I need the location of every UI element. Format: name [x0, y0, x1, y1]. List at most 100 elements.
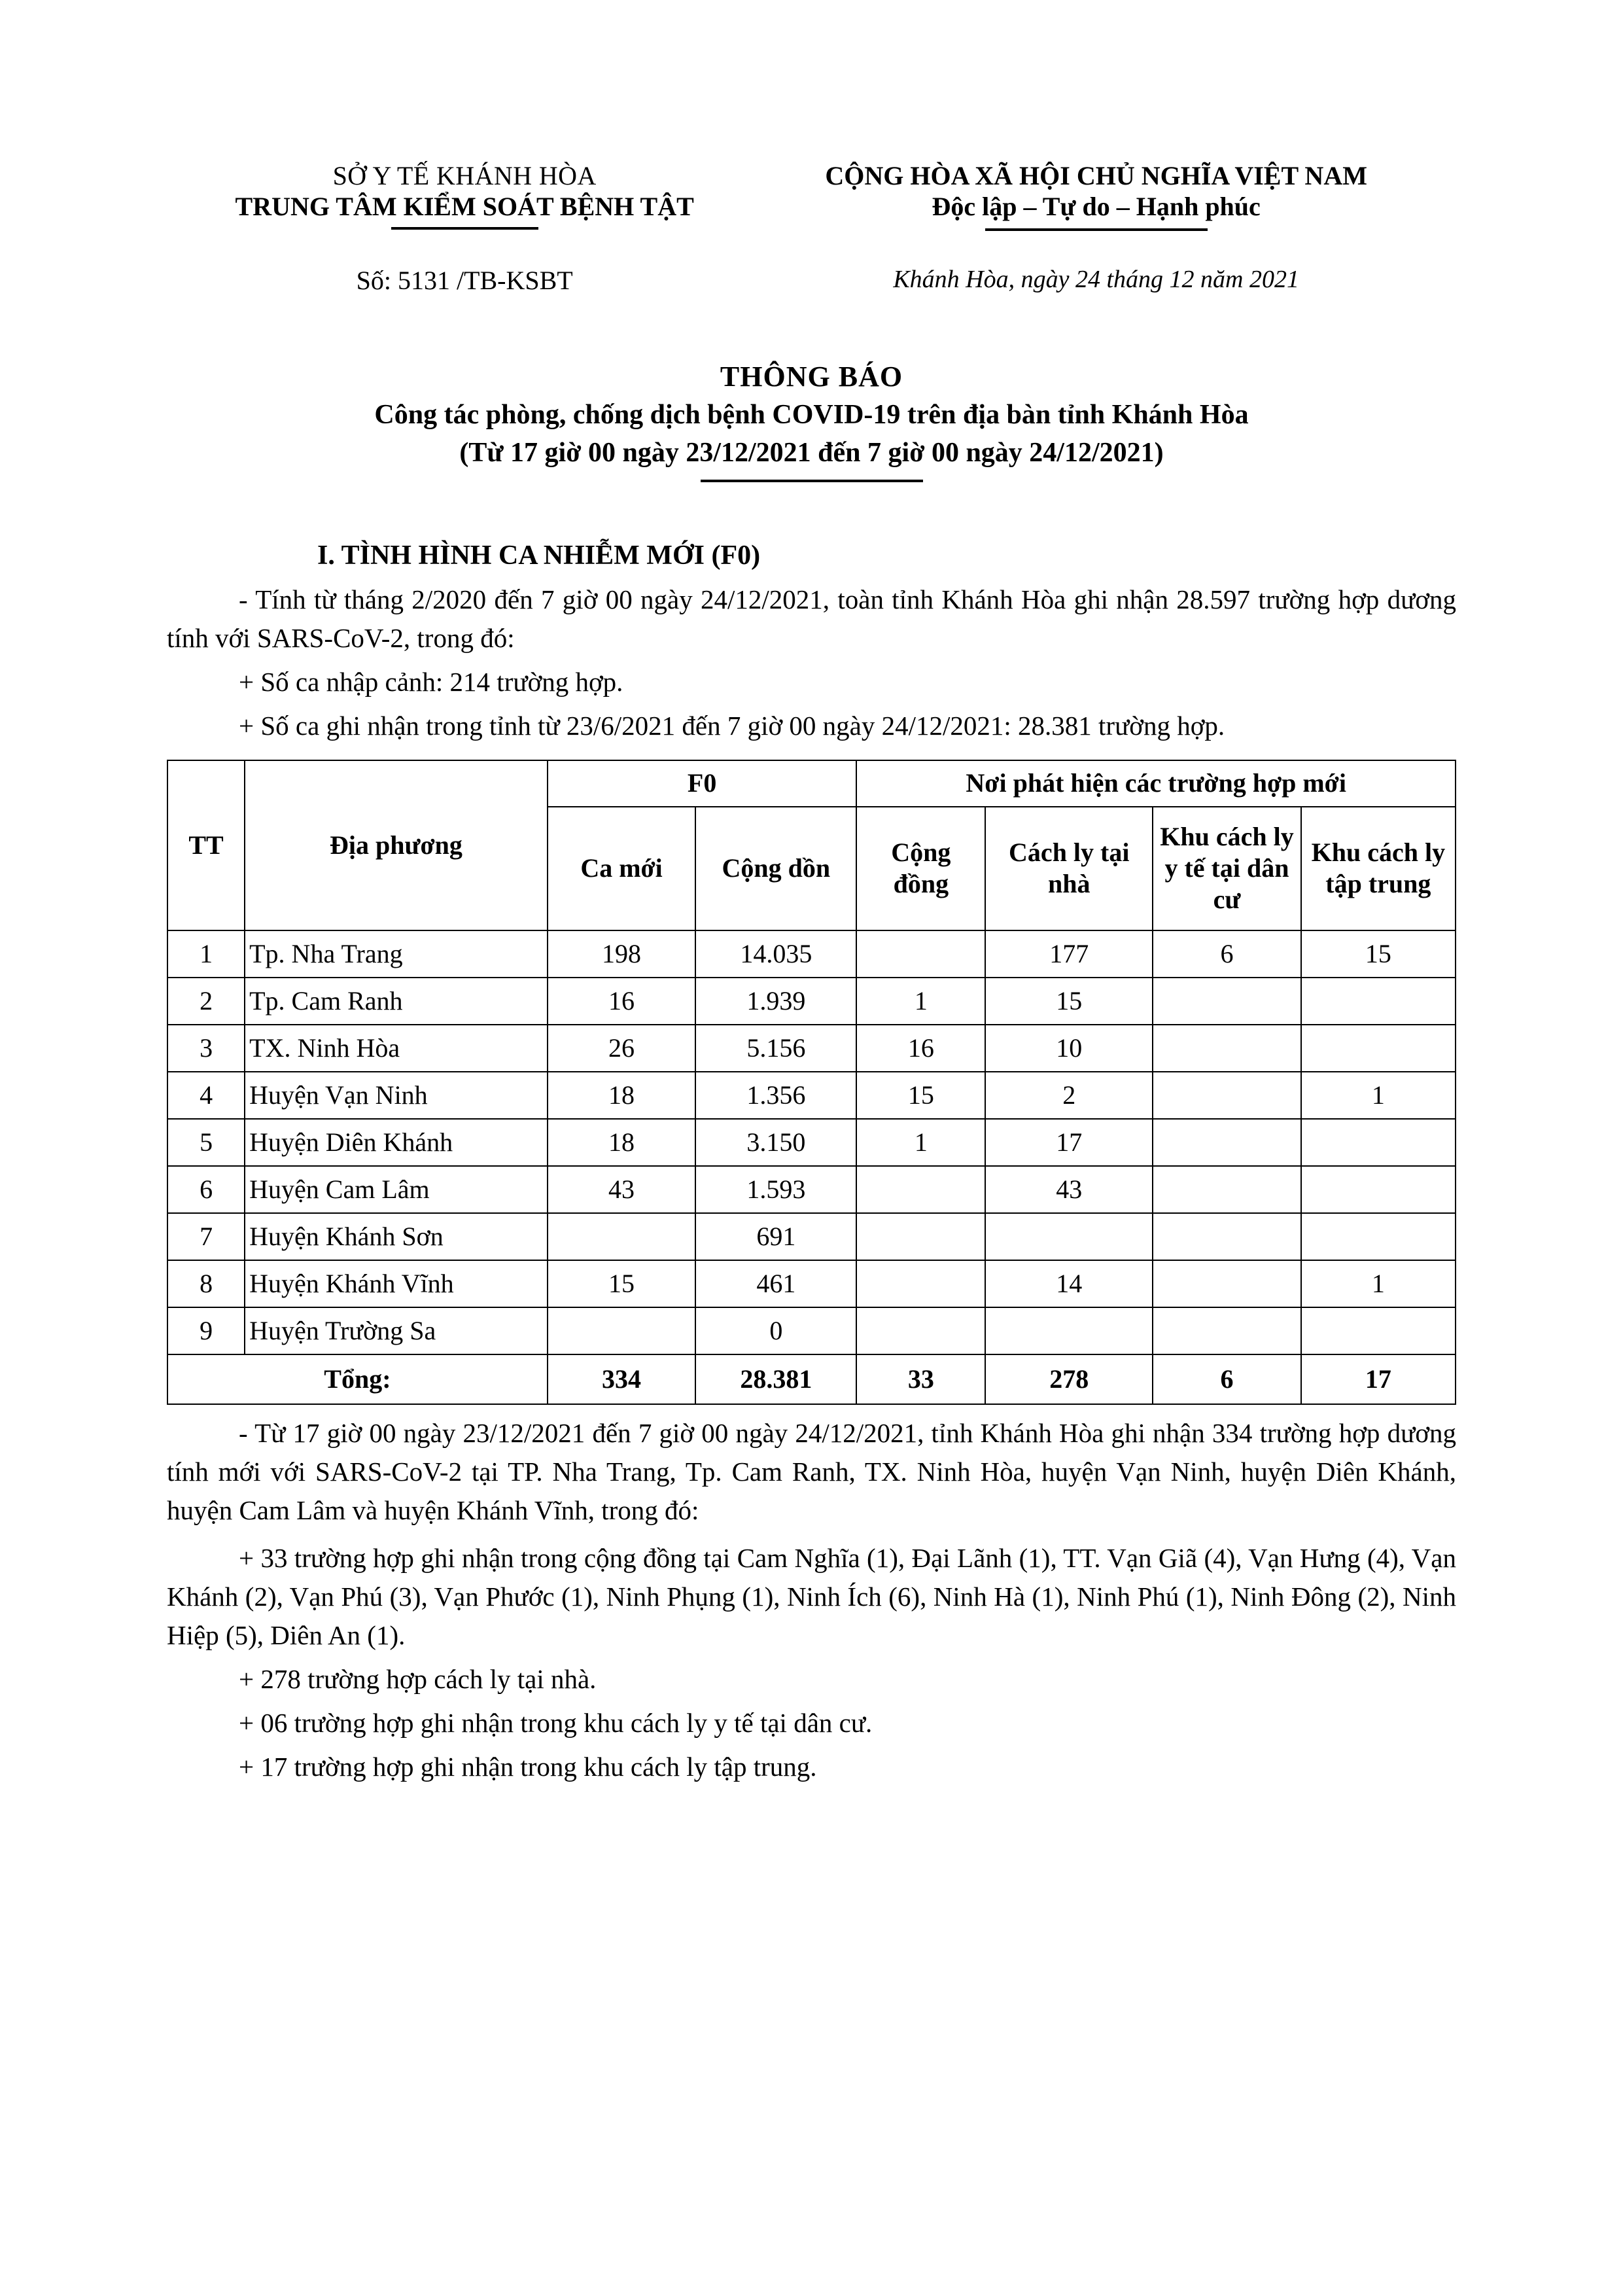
table-row: 5 Huyện Diên Khánh 18 3.150 1 17: [166, 1118, 1457, 1167]
cell-community: 1: [856, 976, 986, 1025]
cell-place: Huyện Cam Lâm: [244, 1165, 548, 1214]
group-header-f0: F0: [546, 759, 858, 807]
document-number: Số: 5131 /TB-KSBT: [356, 265, 573, 295]
cell-medical-quarantine-residential: [1152, 976, 1302, 1025]
cell-community: [856, 1306, 986, 1355]
cell-concentrated-quarantine: [1300, 976, 1457, 1025]
cell-tt: 9: [166, 1306, 246, 1355]
cell-home-quarantine: 17: [985, 1118, 1154, 1167]
cell-tt: 1: [166, 929, 246, 978]
cell-place: Tp. Nha Trang: [244, 929, 548, 978]
cell-tt: 5: [166, 1118, 246, 1167]
table-row: 8 Huyện Khánh Vĩnh 15 461 14 1: [166, 1259, 1457, 1308]
cell-tt: 6: [166, 1165, 246, 1214]
cell-tt: 7: [166, 1212, 246, 1261]
cell-total-label: Tổng:: [167, 1353, 548, 1405]
cell-concentrated-quarantine: [1300, 1165, 1457, 1214]
cell-community: 16: [856, 1023, 986, 1072]
cell-home-quarantine: 15: [985, 976, 1154, 1025]
cell-new-cases: 43: [546, 1165, 697, 1214]
table-row: 1 Tp. Nha Trang 198 14.035 177 6 15: [166, 929, 1457, 978]
column-header-cumulative: Cộng dồn: [695, 805, 858, 931]
paragraph-domestic-cases: + Số ca ghi nhận trong tỉnh từ 23/6/2021…: [239, 710, 1225, 741]
cell-place: Huyện Khánh Vĩnh: [244, 1259, 548, 1308]
cell-community: [856, 929, 986, 978]
table-row: 4 Huyện Vạn Ninh 18 1.356 15 2 1: [166, 1070, 1457, 1120]
cell-concentrated-quarantine: [1300, 1212, 1457, 1261]
table-row: 7 Huyện Khánh Sơn 691: [166, 1212, 1457, 1261]
cell-cumulative: 5.156: [695, 1023, 858, 1072]
table-column-header-row: Ca mới Cộng dồn Cộng đồng Cách ly tại nh…: [167, 805, 1457, 931]
paragraph-residential-quarantine: + 06 trường hợp ghi nhận trong khu cách …: [239, 1708, 873, 1739]
cell-total-medical-quarantine-residential: 6: [1152, 1353, 1302, 1405]
national-motto: CỘNG HÒA XÃ HỘI CHỦ NGHĨA VIỆT NAM Độc l…: [736, 160, 1456, 231]
cell-place: Huyện Diên Khánh: [244, 1118, 548, 1167]
cell-medical-quarantine-residential: [1152, 1070, 1302, 1120]
column-header-place: Địa phương: [244, 759, 548, 931]
document-title-block: THÔNG BÁO Công tác phòng, chống dịch bện…: [167, 358, 1456, 482]
cell-new-cases: 18: [546, 1070, 697, 1120]
cell-new-cases: 18: [546, 1118, 697, 1167]
paragraph-imported-cases: + Số ca nhập cảnh: 214 trường hợp.: [239, 666, 623, 697]
cell-medical-quarantine-residential: [1152, 1306, 1302, 1355]
document-header: SỞ Y TẾ KHÁNH HÒA TRUNG TÂM KIỂM SOÁT BỆ…: [167, 160, 1456, 231]
section-heading-1: I. TÌNH HÌNH CA NHIỄM MỚI (F0): [317, 540, 761, 571]
cell-concentrated-quarantine: [1300, 1306, 1457, 1355]
cell-cumulative: 14.035: [695, 929, 858, 978]
paragraph-home-quarantine: + 278 trường hợp cách ly tại nhà.: [239, 1664, 597, 1695]
table-row: 2 Tp. Cam Ranh 16 1.939 1 15: [166, 976, 1457, 1025]
cell-medical-quarantine-residential: [1152, 1212, 1302, 1261]
table-head: TT Địa phương F0 Nơi phát hiện các trườn…: [166, 759, 1457, 931]
cell-place: Huyện Trường Sa: [244, 1306, 548, 1355]
cell-cumulative: 691: [695, 1212, 858, 1261]
cell-new-cases: [546, 1212, 697, 1261]
cell-medical-quarantine-residential: 6: [1152, 929, 1302, 978]
column-header-home-quarantine: Cách ly tại nhà: [985, 805, 1154, 931]
header-divider-left: [391, 227, 538, 230]
cell-cumulative: 461: [695, 1259, 858, 1308]
cell-total-community: 33: [856, 1353, 986, 1405]
cell-new-cases: [546, 1306, 697, 1355]
table-body: 1 Tp. Nha Trang 198 14.035 177 6 15 2 Tp. Cam Ra…: [166, 929, 1457, 1405]
department-name: SỞ Y TẾ KHÁNH HÒA: [332, 161, 597, 190]
cell-home-quarantine: [985, 1212, 1154, 1261]
place-and-date: Khánh Hòa, ngày 24 tháng 12 năm 2021: [893, 265, 1299, 293]
column-header-new-cases: Ca mới: [546, 805, 697, 931]
header-divider-right: [985, 228, 1208, 231]
cell-home-quarantine: [985, 1306, 1154, 1355]
cell-new-cases: 15: [546, 1259, 697, 1308]
cell-medical-quarantine-residential: [1152, 1259, 1302, 1308]
column-header-tt: TT: [166, 759, 246, 931]
cell-concentrated-quarantine: [1300, 1023, 1457, 1072]
cell-community: 1: [856, 1118, 986, 1167]
cell-total-concentrated-quarantine: 17: [1300, 1353, 1457, 1405]
table-row: 3 TX. Ninh Hòa 26 5.156 16 10: [166, 1023, 1457, 1072]
cell-concentrated-quarantine: 15: [1300, 929, 1457, 978]
cell-concentrated-quarantine: [1300, 1118, 1457, 1167]
table-total-row: Tổng: 334 28.381 33 278 6 17: [167, 1353, 1457, 1405]
page-title: THÔNG BÁO: [720, 360, 903, 393]
paragraph-new-cases-summary: - Từ 17 giờ 00 ngày 23/12/2021 đến 7 giờ…: [167, 1417, 1456, 1525]
cell-concentrated-quarantine: 1: [1300, 1259, 1457, 1308]
cell-home-quarantine: 43: [985, 1165, 1154, 1214]
cell-community: [856, 1165, 986, 1214]
column-header-medical-quarantine-residential: Khu cách ly y tế tại dân cư: [1152, 805, 1302, 931]
cell-place: TX. Ninh Hòa: [244, 1023, 548, 1072]
table-row: 6 Huyện Cam Lâm 43 1.593 43: [166, 1165, 1457, 1214]
cell-medical-quarantine-residential: [1152, 1023, 1302, 1072]
cell-new-cases: 16: [546, 976, 697, 1025]
cell-new-cases: 198: [546, 929, 697, 978]
paragraph-community-breakdown: + 33 trường hợp ghi nhận trong cộng đồng…: [167, 1542, 1456, 1650]
cell-place: Huyện Vạn Ninh: [244, 1070, 548, 1120]
group-header-location: Nơi phát hiện các trường hợp mới: [856, 759, 1456, 807]
cell-concentrated-quarantine: 1: [1300, 1070, 1457, 1120]
cell-tt: 8: [166, 1259, 246, 1308]
cell-home-quarantine: 2: [985, 1070, 1154, 1120]
cell-total-home-quarantine: 278: [985, 1353, 1154, 1405]
cell-home-quarantine: 14: [985, 1259, 1154, 1308]
cell-tt: 3: [166, 1023, 246, 1072]
table-row: 9 Huyện Trường Sa 0: [166, 1306, 1457, 1355]
document-meta-row: Số: 5131 /TB-KSBT Khánh Hòa, ngày 24 thá…: [167, 265, 1456, 296]
cell-medical-quarantine-residential: [1152, 1165, 1302, 1214]
